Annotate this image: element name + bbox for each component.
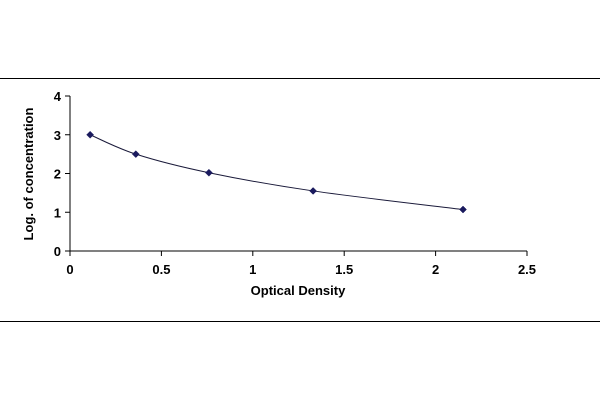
data-points-layer: [86, 130, 467, 214]
trend-curve: [89, 134, 464, 211]
data-point-diamond: [86, 130, 94, 139]
y-tick-label: 4: [54, 89, 62, 104]
x-tick-label: 1.5: [335, 262, 353, 277]
y-tick-label: 2: [54, 167, 61, 182]
x-ticks: 0 0.5 1 1.5 2 2.5: [66, 251, 536, 277]
y-tick-label: 0: [54, 244, 61, 259]
axes: [69, 96, 527, 252]
chart-frame: 0 1 2 3 4 0 0.5 1 1.5 2 2.5 Optical Density Log. …: [0, 78, 600, 322]
trend-curve-layer: [89, 134, 464, 211]
y-tick-label: 1: [54, 205, 61, 220]
y-ticks: 0 1 2 3 4: [54, 89, 70, 259]
x-tick-label: 2: [432, 262, 439, 277]
data-point-diamond: [459, 205, 467, 214]
x-tick-label: 0.5: [152, 262, 170, 277]
data-point-diamond: [131, 150, 140, 158]
x-tick-label: 1: [249, 262, 256, 277]
y-tick-label: 3: [54, 128, 61, 143]
x-tick-label: 2.5: [518, 262, 536, 277]
chart-svg: 0 1 2 3 4 0 0.5 1 1.5 2 2.5 Optical Density Log. …: [21, 89, 536, 298]
y-axis-title: Log. of concentration: [21, 108, 36, 241]
data-point-diamond: [309, 187, 317, 195]
x-tick-label: 0: [66, 262, 73, 277]
data-point-diamond: [205, 168, 213, 177]
x-axis-title: Optical Density: [251, 283, 346, 298]
